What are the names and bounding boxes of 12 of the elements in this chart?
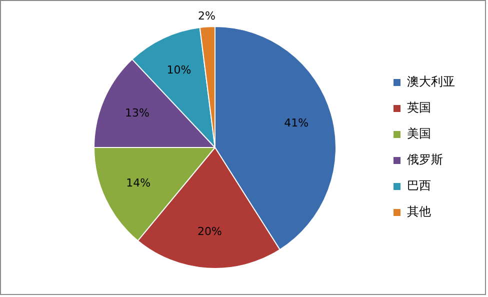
data-label: 13% bbox=[125, 106, 150, 120]
legend-label: 其他 bbox=[407, 204, 431, 219]
data-label: 14% bbox=[126, 176, 151, 190]
legend-label: 英国 bbox=[407, 100, 431, 115]
data-label: 2% bbox=[198, 10, 216, 23]
legend-label: 巴西 bbox=[407, 178, 431, 193]
legend-label: 澳大利亚 bbox=[407, 74, 455, 89]
data-label: 41% bbox=[284, 116, 309, 130]
data-label: 10% bbox=[166, 64, 192, 77]
legend-label: 美国 bbox=[407, 126, 431, 141]
data-label: 20% bbox=[197, 224, 222, 238]
legend-label: 俄罗斯 bbox=[407, 152, 443, 167]
